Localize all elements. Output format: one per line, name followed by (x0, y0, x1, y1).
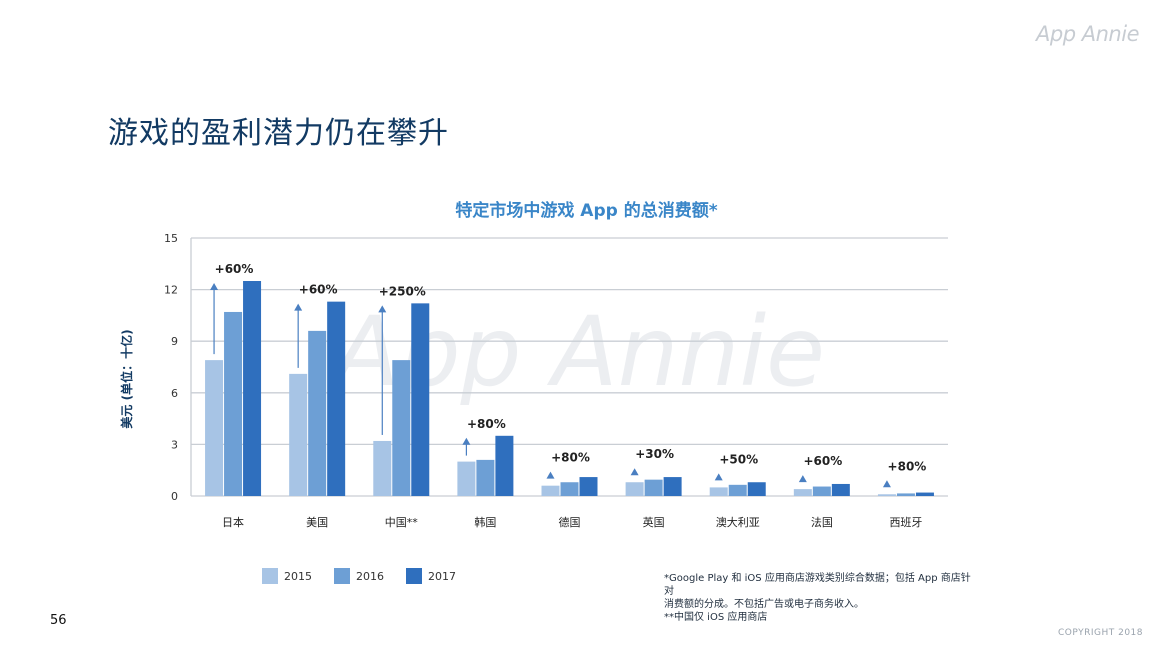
footnote-line-3: **中国仅 iOS 应用商店 (664, 612, 768, 623)
x-tick-label: 韩国 (474, 515, 496, 529)
bar-2017 (495, 435, 514, 496)
legend-item-2015: 2015 (262, 568, 312, 584)
x-tick-label: 英国 (643, 515, 665, 529)
y-tick-label: 0 (171, 490, 178, 503)
y-tick-label: 9 (171, 335, 178, 348)
page-number: 56 (50, 613, 67, 628)
growth-label: +80% (888, 459, 927, 473)
growth-label: +50% (719, 452, 758, 466)
page-title: 游戏的盈利潜力仍在攀升 (108, 116, 449, 151)
growth-label: +250% (379, 284, 426, 298)
chart-title: 特定市场中游戏 App 的总消费额* (455, 201, 718, 221)
bar-2015 (793, 489, 812, 496)
legend-label-2017: 2017 (428, 569, 456, 583)
growth-arrow-head (378, 305, 387, 313)
chart-legend: 2015 2016 2017 (262, 568, 456, 584)
bar-2017 (243, 281, 262, 496)
copyright: COPYRIGHT 2018 (1057, 628, 1143, 638)
bar-2017 (915, 492, 934, 496)
x-tick-label: 澳大利亚 (716, 515, 760, 529)
bar-2016 (728, 484, 747, 496)
bar-chart: App Annie 0 3 6 9 12 15 美元 (单位：十亿) 日本 +60% 美国 +60% 中… (119, 232, 948, 529)
growth-label: +60% (299, 283, 338, 297)
x-tick-label: 日本 (222, 515, 244, 529)
growth-arrow-head (630, 468, 639, 476)
legend-item-2016: 2016 (334, 568, 384, 584)
bar-2016 (392, 360, 411, 496)
footnote: *Google Play 和 iOS 应用商店游戏类别综合数据；包括 App 商… (664, 572, 974, 624)
growth-arrow-head (546, 471, 555, 479)
bar-2017 (747, 482, 766, 496)
growth-label: +80% (467, 417, 506, 431)
bar-2015 (205, 360, 224, 496)
legend-item-2017: 2017 (406, 568, 456, 584)
y-tick-label: 6 (171, 387, 178, 400)
growth-arrow-head (798, 475, 807, 483)
x-tick-label: 中国** (385, 516, 418, 529)
y-tick-label: 12 (164, 284, 178, 297)
bar-2016 (560, 482, 579, 496)
bar-2016 (812, 486, 831, 496)
legend-swatch-2016 (334, 568, 350, 584)
y-axis-label: 美元 (单位：十亿) (119, 329, 134, 428)
bar-2015 (289, 373, 308, 496)
y-tick-label: 15 (164, 232, 178, 245)
bar-2015 (373, 440, 392, 496)
growth-label: +80% (551, 451, 590, 465)
legend-label-2016: 2016 (356, 569, 384, 583)
footnote-line-1: *Google Play 和 iOS 应用商店游戏类别综合数据；包括 App 商… (664, 573, 971, 597)
growth-arrow-head (882, 480, 891, 488)
bar-2016 (224, 311, 243, 496)
bar-2015 (625, 482, 644, 496)
bar-2015 (457, 461, 476, 496)
bar-2017 (579, 477, 598, 496)
bar-2017 (327, 301, 346, 496)
bar-2017 (411, 303, 430, 496)
bar-2016 (308, 330, 327, 496)
x-tick-label: 西班牙 (889, 516, 922, 529)
x-tick-label: 美国 (306, 516, 328, 529)
x-tick-label: 法国 (811, 515, 833, 529)
app-annie-logo: App Annie (1036, 22, 1139, 46)
growth-label: +60% (803, 454, 842, 468)
watermark-text: App Annie (328, 296, 825, 408)
bar-2016 (476, 459, 495, 496)
bar-2017 (831, 483, 850, 496)
bar-2016 (896, 493, 915, 496)
bar-2017 (663, 477, 682, 496)
bar-2016 (644, 479, 663, 496)
growth-arrow-head (714, 473, 723, 481)
bar-2015 (877, 494, 896, 496)
bar-2015 (541, 485, 560, 496)
legend-swatch-2015 (262, 568, 278, 584)
legend-label-2015: 2015 (284, 569, 312, 583)
bar-2015 (709, 487, 728, 496)
growth-arrow-head (210, 283, 219, 290)
growth-arrow-head (462, 437, 471, 445)
x-tick-label: 德国 (559, 515, 581, 529)
footnote-line-2: 消费额的分成。不包括广告或电子商务收入。 (664, 599, 864, 610)
growth-label: +30% (635, 447, 674, 461)
growth-arrow-head (294, 303, 303, 311)
legend-swatch-2017 (406, 568, 422, 584)
growth-label: +60% (215, 262, 254, 276)
y-tick-label: 3 (171, 438, 178, 451)
